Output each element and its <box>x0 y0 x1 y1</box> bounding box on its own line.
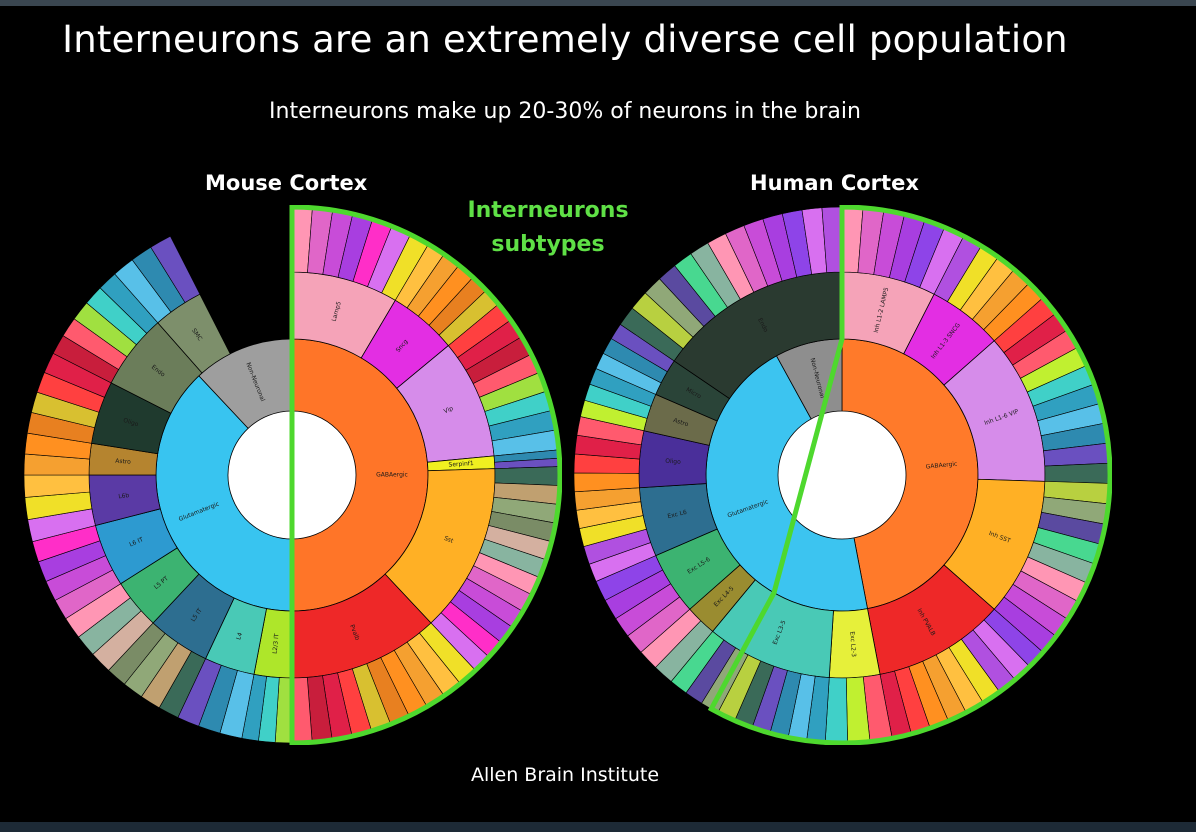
segment-label: Sst <box>443 535 455 545</box>
slide-bottom-border <box>0 822 1196 832</box>
segment-label: GABAergic <box>925 461 957 471</box>
leaf-segment <box>494 466 561 486</box>
segment-label: L4 <box>235 632 244 641</box>
mouse-cortex-sunburst: GABAergicGlutamatergicNon-NeuronalLamp5S… <box>23 205 562 745</box>
leaf-segment <box>150 235 201 303</box>
segment-label: Exc L6 <box>667 509 688 520</box>
segment-label: Astro <box>115 458 131 466</box>
segment-label: Oligo <box>665 458 681 466</box>
mouse-cortex-label: Mouse Cortex <box>205 171 368 195</box>
segment-label: Astro <box>672 417 689 429</box>
interneurons-subtypes-label: Interneurons subtypes <box>458 194 638 262</box>
leaf-segment <box>1044 462 1111 484</box>
segment-label: Vip <box>443 405 455 415</box>
slide-subtitle: Interneurons make up 20-30% of neurons i… <box>269 99 861 124</box>
human-cortex-label: Human Cortex <box>750 171 919 195</box>
interneuron-highlight-outline <box>707 205 1112 745</box>
segment-label: L6b <box>118 492 130 500</box>
segment-label: Exc L2-3 <box>848 631 857 657</box>
slide-title: Interneurons are an extremely diverse ce… <box>62 18 1068 61</box>
interneurons-label-line2: subtypes <box>491 232 605 257</box>
segment-label: GABAergic <box>376 472 408 479</box>
segment-label: Serpinf1 <box>448 460 474 469</box>
credit-text: Allen Brain Institute <box>470 764 660 786</box>
slide-top-border <box>0 0 1196 6</box>
segment-label: Oligo <box>122 417 139 429</box>
interneuron-highlight-outline <box>289 205 562 745</box>
sunburst-center <box>778 411 906 539</box>
segment-label: L2/3 IT <box>272 633 281 654</box>
interneurons-label-line1: Interneurons <box>467 198 629 223</box>
